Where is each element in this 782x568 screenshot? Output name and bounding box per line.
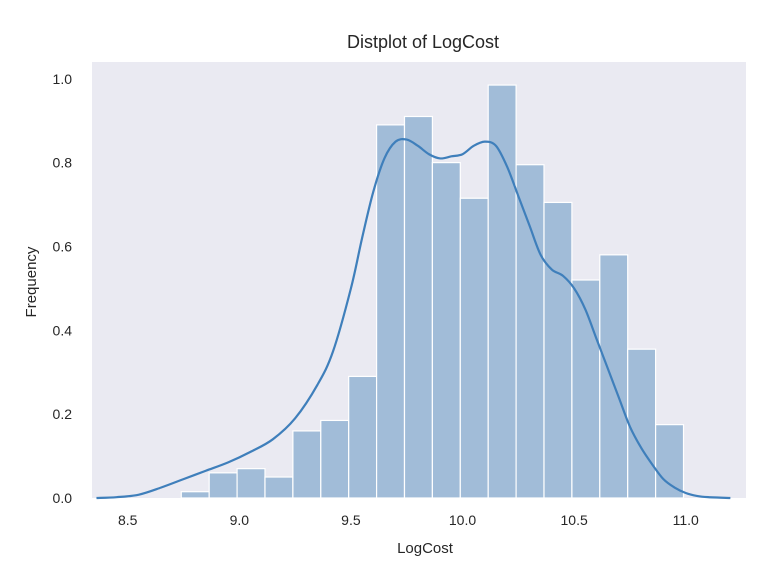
x-tick-label: 9.0 — [230, 512, 250, 528]
histogram-bar — [208, 472, 238, 499]
y-tick-label: 0.4 — [53, 322, 73, 338]
y-tick-labels: 0.0 0.2 0.4 0.6 0.8 1.0 — [53, 71, 73, 506]
histogram-bar — [487, 84, 517, 499]
histogram-bar — [292, 430, 322, 499]
y-tick-label: 0.6 — [53, 238, 73, 254]
histogram-bar — [431, 162, 461, 499]
x-tick-labels: 8.5 9.0 9.5 10.0 10.5 11.0 — [118, 512, 699, 528]
x-axis-label: LogCost — [397, 540, 454, 557]
y-tick-label: 0.2 — [53, 406, 73, 422]
x-tick-label: 10.5 — [561, 512, 588, 528]
x-tick-label: 11.0 — [673, 512, 699, 528]
y-tick-label: 1.0 — [53, 71, 73, 87]
y-axis-label: Frequency — [23, 246, 40, 317]
histogram-bar — [459, 197, 489, 499]
histogram-bar — [264, 476, 294, 499]
histogram-bar — [655, 424, 685, 499]
y-tick-label: 0.8 — [53, 155, 73, 171]
y-tick-label: 0.0 — [53, 490, 73, 506]
histogram-bar — [320, 419, 350, 499]
histogram-bar — [236, 468, 266, 499]
histogram-bar — [599, 254, 629, 499]
histogram-bar — [627, 348, 657, 499]
chart-title: Distplot of LogCost — [347, 32, 499, 52]
histogram-bar — [348, 375, 378, 499]
histogram-bar — [180, 491, 210, 499]
x-tick-label: 8.5 — [118, 512, 138, 528]
kde-curve — [96, 137, 731, 500]
histogram-bars — [180, 84, 685, 499]
histogram-bar — [515, 164, 545, 499]
histogram-bar — [403, 115, 433, 499]
x-tick-label: 10.0 — [449, 512, 476, 528]
histogram-bar — [543, 201, 573, 499]
x-tick-label: 9.5 — [341, 512, 361, 528]
histogram-bar — [375, 124, 406, 499]
